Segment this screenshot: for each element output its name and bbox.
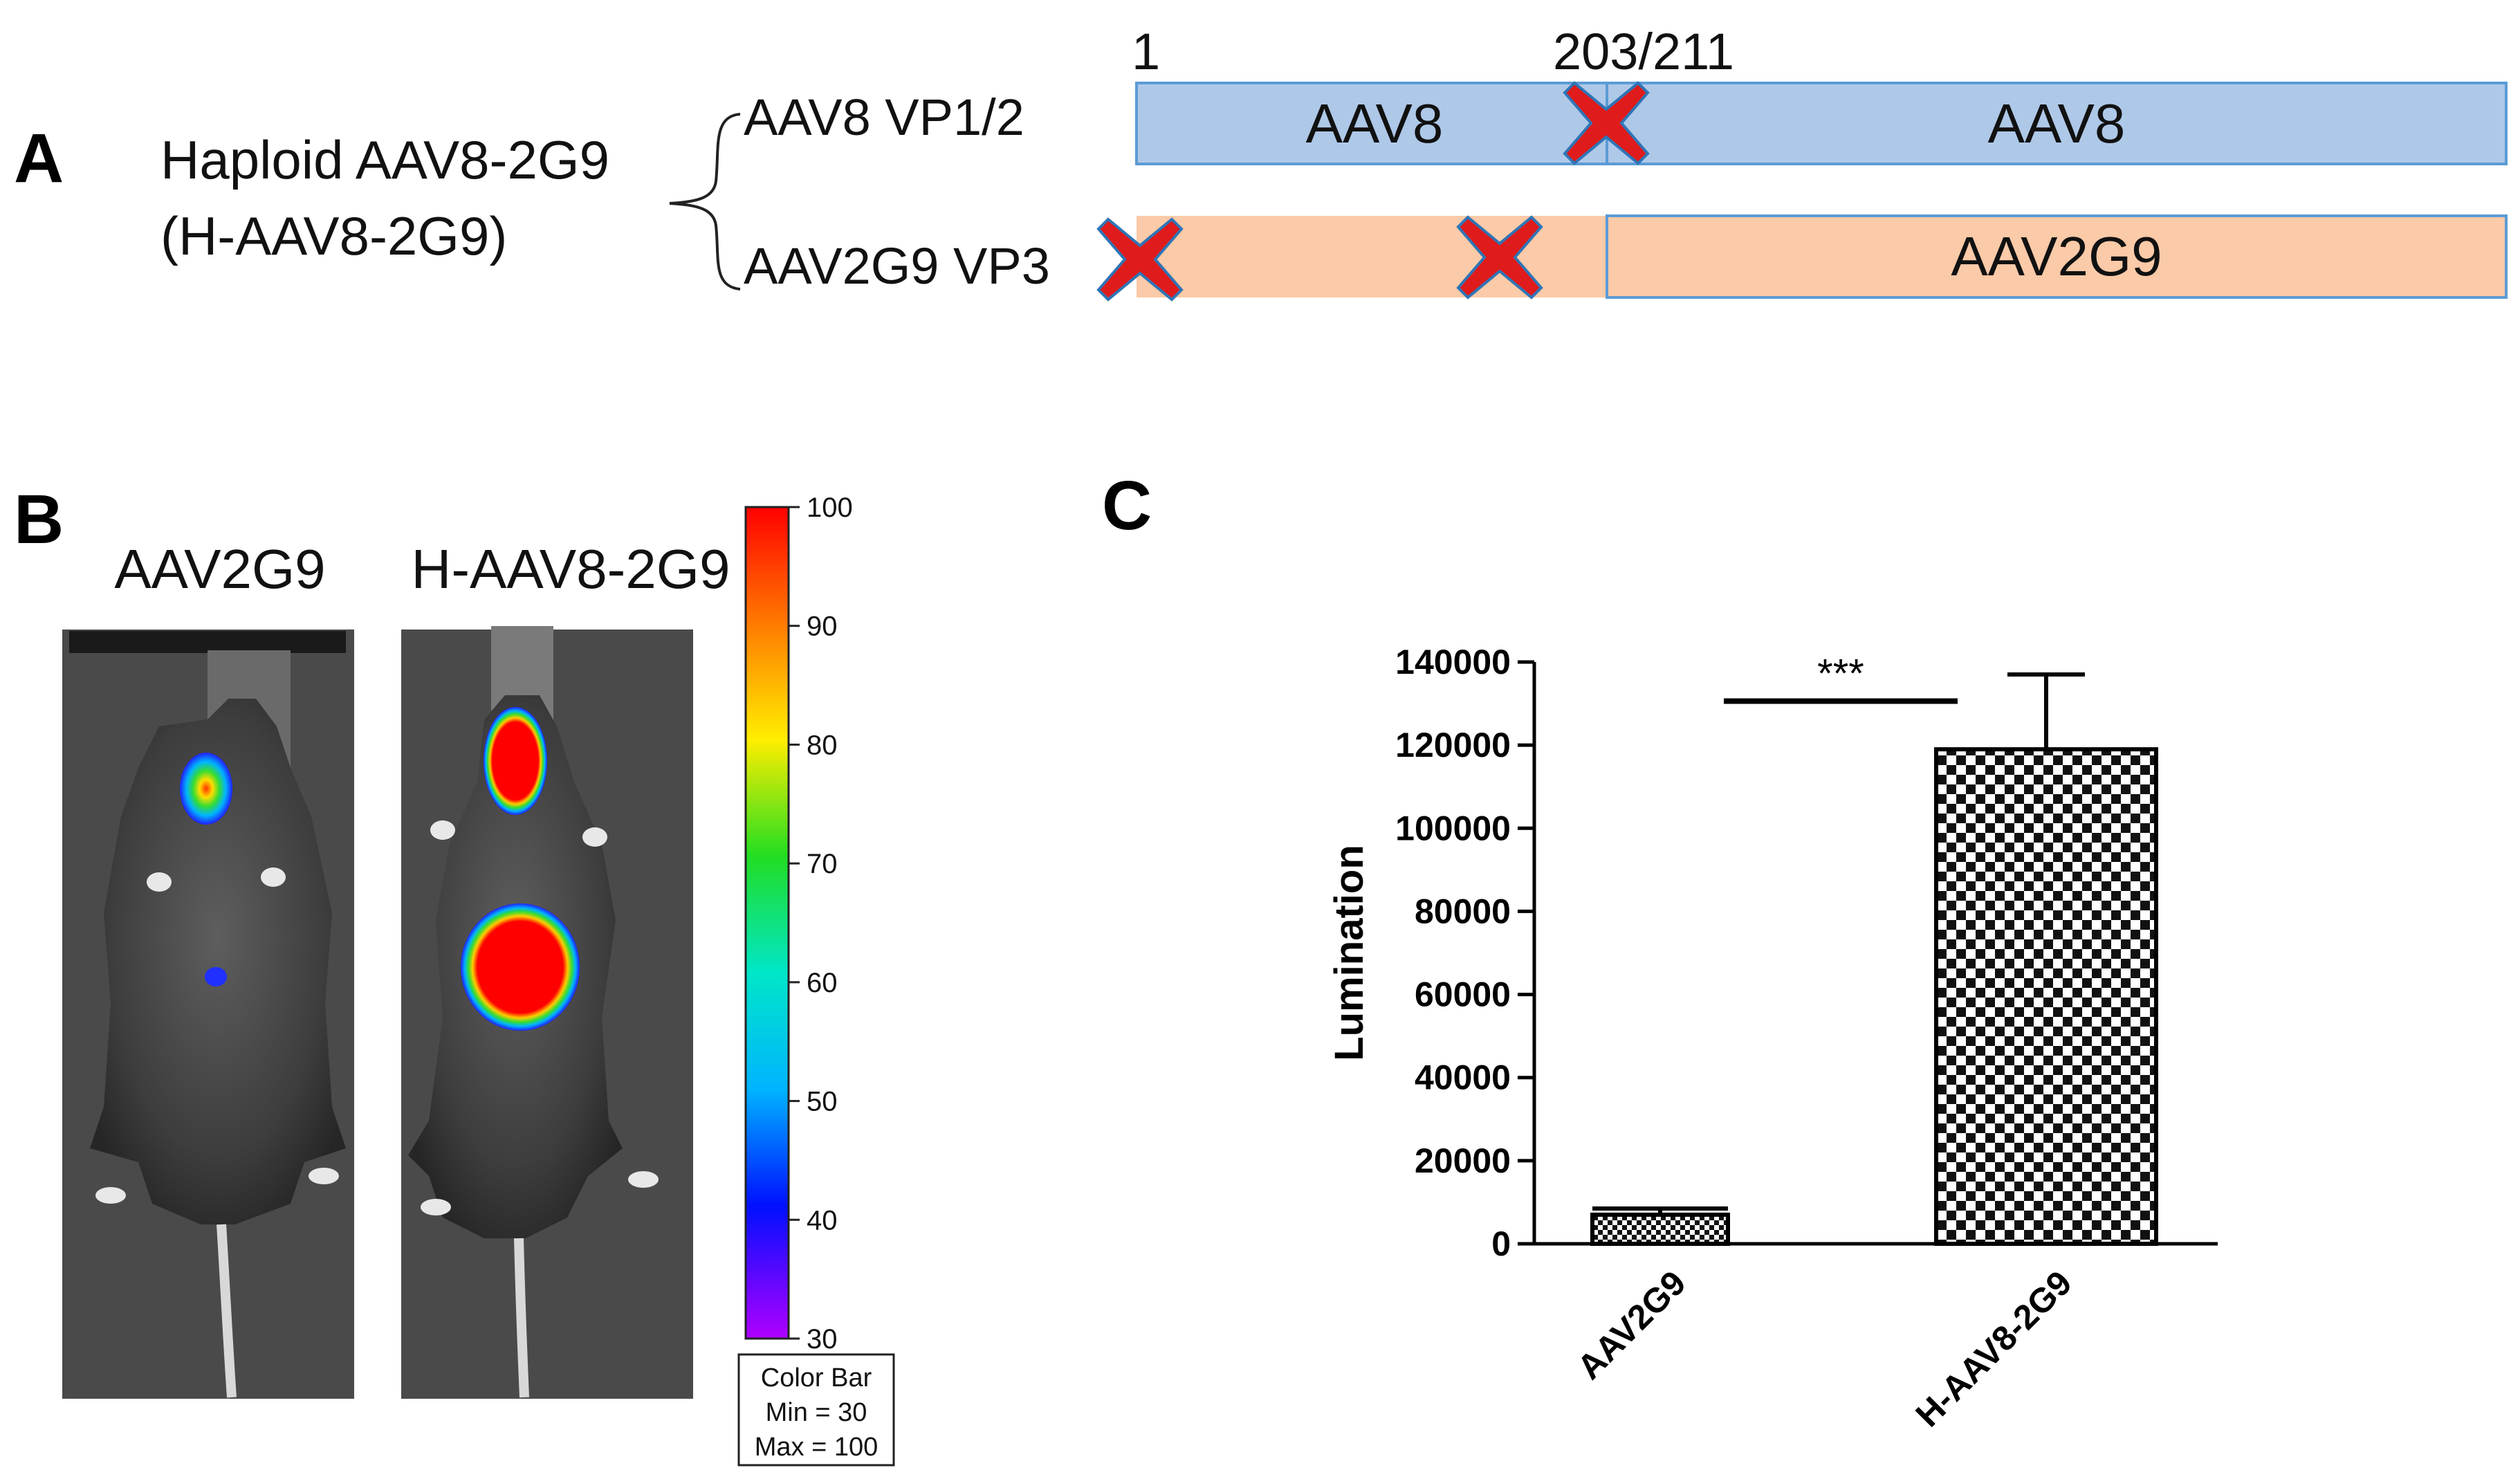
row2-label: AAV2G9 VP3 [744, 237, 1050, 295]
panel-c: C 0 20000 40000 60000 80000 100000 120000 14000… [1102, 467, 2218, 1434]
y-tick-label: 40000 [1415, 1058, 1511, 1097]
panel-c-label: C [1102, 467, 1152, 544]
signal-blob-abdomen-strong [461, 903, 580, 1031]
position-junction: 203/211 [1553, 23, 1734, 80]
signal-blob-head-strong [484, 707, 547, 815]
color-bar: 100 90 80 70 60 50 40 30 Color Bar Min = 30 Max… [737, 493, 895, 1467]
color-bar-caption-box [737, 1353, 895, 1467]
panel-b-label: B [14, 481, 64, 558]
panel-b: B AAV2G9 H-AAV8-2G9 [14, 481, 895, 1467]
signal-blob-abdomen [205, 967, 227, 986]
aav8-segment-2 [1606, 82, 2508, 165]
mouse-image-aav2g9 [62, 630, 354, 1399]
position-start: 1 [1132, 23, 1160, 80]
y-tick-label: 60000 [1415, 975, 1511, 1014]
panel-a-label: A [14, 120, 64, 197]
y-tick-label: 20000 [1415, 1141, 1511, 1180]
construct-name-line2: (H-AAV8-2G9) [160, 205, 507, 266]
mouse1-label: AAV2G9 [114, 538, 325, 600]
y-tick-label: 0 [1491, 1224, 1511, 1263]
x-tick-label: H-AAV8-2G9 [1909, 1263, 2079, 1434]
color-bar-caption-min: Min = 30 [766, 1398, 867, 1427]
bar-chart: 0 20000 40000 60000 80000 100000 120000 140000 L… [1327, 643, 2218, 1434]
color-bar-tick-label: 60 [807, 968, 838, 998]
x-tick-label: AAV2G9 [1570, 1263, 1693, 1386]
panel-a: A Haploid AAV8-2G9 (H-AAV8-2G9) AAV8 VP1… [14, 23, 2508, 302]
bar-aav2g9 [1590, 1212, 1730, 1246]
y-tick-label: 80000 [1415, 892, 1511, 930]
y-tick-label: 120000 [1395, 726, 1511, 764]
mouse-image-h-aav8-2g9 [401, 626, 693, 1399]
color-bar-tick-label: 50 [807, 1087, 838, 1117]
row1-label: AAV8 VP1/2 [744, 89, 1024, 146]
construct-name-line1: Haploid AAV8-2G9 [160, 129, 609, 190]
aav8-segment-2-label: AAV8 [1988, 93, 2126, 154]
significance-marker: *** [1817, 651, 1864, 696]
cross-mark-1 [1563, 81, 1650, 165]
aav2g9-segment-2 [1606, 214, 2508, 299]
color-bar-tick-label: 30 [807, 1324, 838, 1354]
cross-mark-3 [1456, 215, 1543, 300]
y-tick-label: 140000 [1395, 643, 1511, 681]
curly-brace [669, 113, 741, 291]
aav8-segment-1-label: AAV8 [1306, 93, 1444, 154]
aav8-segment-1 [1135, 82, 1608, 165]
y-axis-label: Lumination [1327, 845, 1372, 1061]
y-tick-label: 100000 [1395, 809, 1511, 847]
color-bar-tick-label: 40 [807, 1205, 838, 1235]
color-bar-ticks: 100 90 80 70 60 50 40 30 [789, 493, 853, 1354]
cross-mark-2 [1096, 217, 1184, 302]
mouse2-label: H-AAV8-2G9 [412, 538, 730, 600]
color-bar-tick-label: 100 [807, 493, 853, 523]
color-bar-caption-max: Max = 100 [755, 1433, 879, 1462]
bar-h-aav8-2g9 [1934, 747, 2158, 1246]
signal-blob-head [180, 753, 232, 825]
color-bar-tick-label: 80 [807, 730, 838, 760]
color-bar-tick-label: 90 [807, 612, 838, 642]
aav2g9-segment-2-label: AAV2G9 [1951, 226, 2162, 287]
color-bar-gradient [744, 506, 790, 1340]
color-bar-tick-label: 70 [807, 849, 838, 879]
color-bar-caption-title: Color Bar [761, 1363, 872, 1393]
